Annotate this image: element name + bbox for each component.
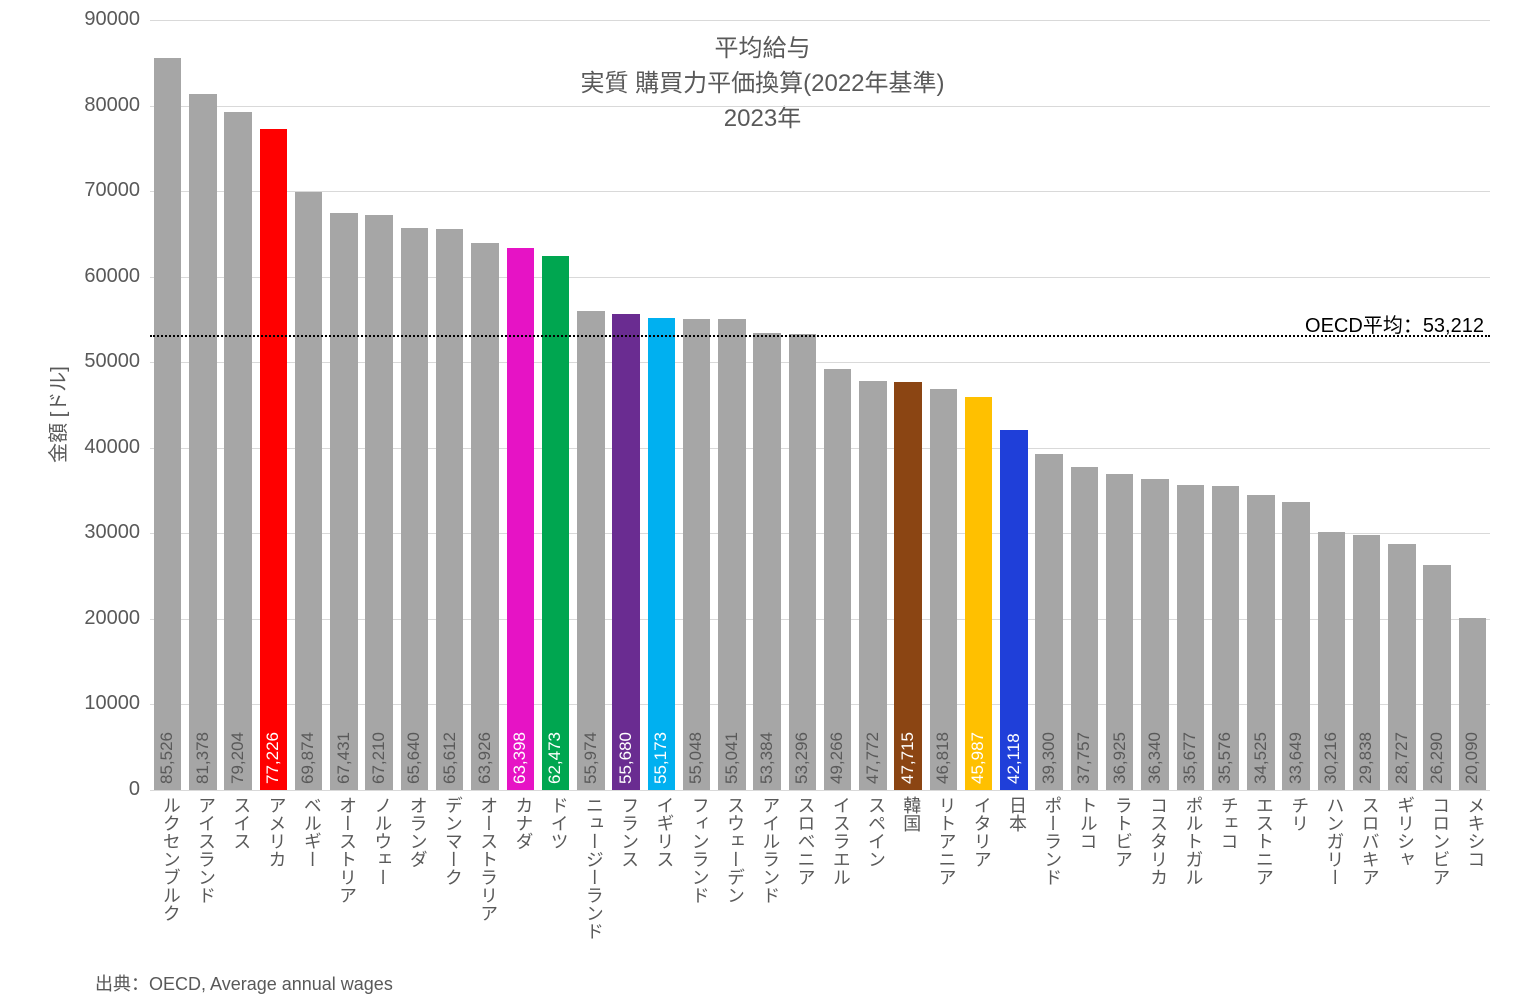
bar-value-label: 36,925 — [1110, 684, 1130, 784]
x-tick-label: 韓国 — [898, 796, 924, 832]
bar-value-label: 47,772 — [863, 684, 883, 784]
bar-value-label: 26,290 — [1427, 684, 1447, 784]
x-tick-label: リトアニア — [934, 796, 960, 886]
oecd-average-line — [150, 335, 1490, 337]
x-tick-label: オーストラリア — [475, 796, 501, 922]
x-tick-label: チリ — [1286, 796, 1312, 832]
bar-value-label: 81,378 — [193, 684, 213, 784]
bar-value-label: 69,874 — [298, 684, 318, 784]
x-tick-label: コロンビア — [1427, 796, 1453, 886]
bar-value-label: 55,974 — [581, 684, 601, 784]
y-tick-label: 70000 — [55, 179, 140, 202]
x-tick-label: ドイツ — [546, 796, 572, 850]
bar-value-label: 63,398 — [510, 684, 530, 784]
x-tick-label: ルクセンブルク — [158, 796, 184, 922]
gridline — [150, 790, 1490, 791]
bar-value-label: 67,431 — [334, 684, 354, 784]
x-tick-label: エストニア — [1251, 796, 1277, 886]
bar-value-label: 36,340 — [1145, 684, 1165, 784]
bar-value-label: 85,526 — [157, 684, 177, 784]
y-tick-label: 20000 — [55, 607, 140, 630]
y-tick-label: 10000 — [55, 692, 140, 715]
x-tick-label: アイルランド — [757, 796, 783, 904]
bar-value-label: 77,226 — [263, 684, 283, 784]
bar-value-label: 47,715 — [898, 684, 918, 784]
x-tick-label: ニュージーランド — [581, 796, 607, 940]
x-tick-label: ハンガリー — [1321, 796, 1347, 886]
y-tick-label: 80000 — [55, 94, 140, 117]
bar-value-label: 63,926 — [475, 684, 495, 784]
x-tick-label: ベルギー — [299, 796, 325, 868]
gridline — [150, 20, 1490, 21]
x-tick-label: ラトビア — [1110, 796, 1136, 868]
source-text: 出典：OECD, Average annual wages — [95, 970, 393, 996]
bar-value-label: 49,266 — [827, 684, 847, 784]
bar-value-label: 45,987 — [968, 684, 988, 784]
bar-value-label: 67,210 — [369, 684, 389, 784]
x-tick-label: オーストリア — [334, 796, 360, 904]
y-tick-label: 0 — [55, 778, 140, 801]
x-tick-label: デンマーク — [440, 796, 466, 886]
x-tick-label: イギリス — [651, 796, 677, 868]
bar-value-label: 33,649 — [1286, 684, 1306, 784]
bar — [154, 58, 182, 790]
bar-value-label: 55,680 — [616, 684, 636, 784]
bar-value-label: 65,612 — [440, 684, 460, 784]
bar-value-label: 34,525 — [1251, 684, 1271, 784]
bar-value-label: 53,384 — [757, 684, 777, 784]
x-tick-label: ポーランド — [1039, 796, 1065, 886]
bar-value-label: 39,300 — [1039, 684, 1059, 784]
bar-value-label: 35,677 — [1180, 684, 1200, 784]
x-tick-label: フランス — [616, 796, 642, 868]
oecd-average-label: OECD平均：53,212 — [1305, 309, 1484, 338]
x-tick-label: スロバキア — [1357, 796, 1383, 886]
y-tick-label: 90000 — [55, 8, 140, 31]
x-tick-label: スウェーデン — [722, 796, 748, 904]
x-tick-label: イスラエル — [828, 796, 854, 886]
bar-value-label: 30,216 — [1321, 684, 1341, 784]
gridline — [150, 191, 1490, 192]
bar-value-label: 35,576 — [1215, 684, 1235, 784]
x-tick-label: ポルトガル — [1180, 796, 1206, 886]
x-tick-label: チェコ — [1216, 796, 1242, 850]
bar-value-label: 28,727 — [1392, 684, 1412, 784]
bar-value-label: 53,296 — [792, 684, 812, 784]
x-tick-label: ギリシャ — [1392, 796, 1418, 868]
bar-value-label: 55,041 — [722, 684, 742, 784]
x-tick-label: ノルウェー — [369, 796, 395, 886]
bar-value-label: 79,204 — [228, 684, 248, 784]
x-tick-label: スイス — [228, 796, 254, 850]
bar-value-label: 37,757 — [1074, 684, 1094, 784]
bar-value-label: 65,640 — [404, 684, 424, 784]
bar-value-label: 42,118 — [1004, 684, 1024, 784]
y-tick-label: 30000 — [55, 521, 140, 544]
bar-value-label: 29,838 — [1356, 684, 1376, 784]
bar-value-label: 55,173 — [651, 684, 671, 784]
x-tick-label: スペイン — [863, 796, 889, 868]
x-tick-label: イタリア — [969, 796, 995, 868]
bar-value-label: 62,473 — [545, 684, 565, 784]
bar-value-label: 46,818 — [933, 684, 953, 784]
x-tick-label: オランダ — [405, 796, 431, 868]
x-tick-label: コスタリカ — [1145, 796, 1171, 886]
y-tick-label: 60000 — [55, 265, 140, 288]
y-tick-label: 50000 — [55, 350, 140, 373]
x-tick-label: アメリカ — [264, 796, 290, 868]
x-tick-label: カナダ — [510, 796, 536, 850]
x-tick-label: メキシコ — [1462, 796, 1488, 868]
x-tick-label: トルコ — [1075, 796, 1101, 850]
plot-area: 85,526 81,378 79,204 77,226 69,874 67,431 67,2… — [150, 20, 1490, 790]
x-tick-label: フィンランド — [687, 796, 713, 904]
x-tick-label: 日本 — [1004, 796, 1030, 832]
x-tick-label: スロベニア — [792, 796, 818, 886]
bar-value-label: 55,048 — [686, 684, 706, 784]
x-tick-label: アイスランド — [193, 796, 219, 904]
y-tick-label: 40000 — [55, 436, 140, 459]
bar-value-label: 20,090 — [1462, 684, 1482, 784]
gridline — [150, 106, 1490, 107]
